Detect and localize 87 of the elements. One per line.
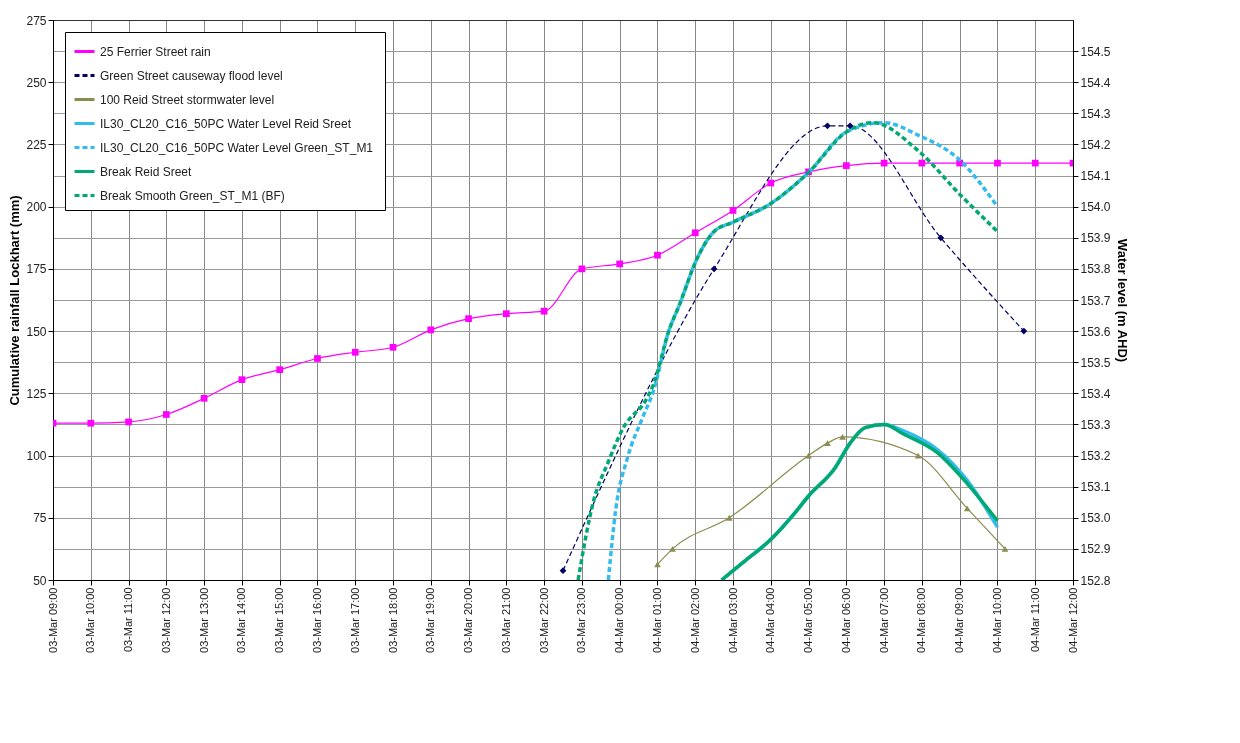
- x-tick-label: 03-Mar 15:00: [273, 587, 286, 653]
- x-tick-label: 03-Mar 11:00: [122, 587, 135, 653]
- x-tick-label: 03-Mar 17:00: [348, 587, 361, 653]
- x-tick-label: 04-Mar 07:00: [877, 587, 890, 653]
- legend-label: IL30_CL20_C16_50PC Water Level Reid Sreet: [100, 116, 352, 131]
- x-tick-label: 03-Mar 23:00: [575, 587, 588, 653]
- y2-tick-label: 153.1: [1080, 480, 1111, 495]
- x-tick-label: 03-Mar 10:00: [84, 587, 97, 653]
- point: [540, 307, 548, 315]
- y2-tick-label: 153.3: [1080, 417, 1111, 432]
- x-tick-label: 04-Mar 06:00: [839, 587, 852, 653]
- y2-tick-label: 153.4: [1080, 386, 1111, 401]
- point: [427, 326, 435, 334]
- y2-tick-label: 154.1: [1080, 169, 1111, 184]
- x-tick-label: 03-Mar 20:00: [462, 587, 475, 653]
- y2-tick-label: 153.7: [1080, 293, 1111, 308]
- y2-tick-label: 154.0: [1080, 200, 1111, 215]
- x-tick-label: 04-Mar 03:00: [726, 587, 739, 653]
- point: [502, 310, 510, 318]
- y2-axis-title: Water level (m AHD): [1114, 238, 1130, 363]
- y-tick-label: 125: [26, 386, 47, 401]
- x-tick-label: 03-Mar 13:00: [197, 587, 210, 653]
- y2-tick-label: 154.2: [1080, 137, 1111, 152]
- legend-label: IL30_CL20_C16_50PC Water Level Green_ST_M1: [100, 140, 374, 155]
- point: [276, 366, 284, 374]
- legend-label: 25 Ferrier Street rain: [100, 44, 211, 59]
- legend-label: 100 Reid Street stormwater level: [100, 92, 275, 107]
- y-tick-label: 225: [26, 137, 47, 152]
- point: [351, 348, 359, 356]
- x-tick-label: 03-Mar 14:00: [235, 587, 248, 653]
- y-axis-title: Cumulative rainfall Lockhart (mm): [7, 195, 23, 406]
- line-series: [53, 159, 1073, 427]
- point: [162, 411, 170, 418]
- x-tick-label: 04-Mar 10:00: [990, 587, 1003, 653]
- point: [729, 207, 737, 214]
- point: [1031, 159, 1039, 167]
- y2-tick-label: 154.4: [1080, 75, 1111, 90]
- y2-tick-label: 153.0: [1080, 511, 1111, 526]
- point: [994, 159, 1001, 167]
- y-tick-label: 75: [33, 511, 47, 526]
- x-tick-label: 04-Mar 00:00: [613, 587, 626, 653]
- point: [314, 355, 321, 362]
- x-tick-label: 04-Mar 04:00: [764, 587, 777, 653]
- x-tick-label: 04-Mar 02:00: [688, 587, 701, 653]
- y2-tick-label: 153.8: [1080, 262, 1111, 277]
- x-tick-label: 03-Mar 18:00: [386, 587, 399, 653]
- point: [691, 229, 699, 237]
- x-tick-label: 04-Mar 09:00: [953, 587, 966, 653]
- x-tick-label: 04-Mar 05:00: [802, 587, 815, 653]
- y-tick-label: 200: [26, 200, 47, 215]
- x-tick-label: 04-Mar 08:00: [915, 587, 928, 653]
- x-tick-label: 03-Mar 19:00: [424, 587, 437, 653]
- y2-tick-label: 153.5: [1080, 355, 1111, 370]
- point: [200, 394, 208, 402]
- point: [842, 162, 850, 169]
- point: [465, 315, 472, 323]
- point: [389, 343, 397, 351]
- y2-tick-label: 153.6: [1080, 324, 1111, 339]
- y-tick-label: 100: [26, 449, 47, 464]
- point: [87, 419, 95, 427]
- y-tick-label: 150: [26, 324, 47, 339]
- x-tick-label: 03-Mar 22:00: [537, 587, 550, 653]
- legend-label: Green Street causeway flood level: [100, 68, 283, 83]
- y2-tick-label: 154.3: [1080, 106, 1111, 121]
- point: [238, 376, 246, 383]
- x-tick-label: 04-Mar 12:00: [1066, 587, 1079, 653]
- point: [767, 179, 775, 187]
- x-tick-label: 03-Mar 12:00: [159, 587, 172, 653]
- y-tick-label: 50: [33, 573, 47, 588]
- x-tick-label: 04-Mar 01:00: [650, 587, 663, 653]
- y2-tick-label: 153.9: [1080, 231, 1111, 246]
- x-tick-label: 03-Mar 09:00: [46, 587, 59, 653]
- point: [654, 251, 661, 259]
- y2-tick-label: 152.9: [1080, 542, 1111, 557]
- point: [125, 418, 132, 426]
- y2-tick-label: 154.5: [1080, 44, 1111, 59]
- y-tick-label: 275: [26, 13, 47, 28]
- x-tick-label: 04-Mar 11:00: [1028, 587, 1041, 653]
- legend-label: Break Smooth Green_ST_M1 (BF): [100, 188, 285, 203]
- y2-tick-label: 153.2: [1080, 449, 1111, 464]
- legend-label: Break Reid Sreet: [100, 164, 193, 179]
- point: [616, 260, 624, 268]
- x-tick-label: 03-Mar 21:00: [499, 587, 512, 653]
- y-tick-label: 250: [26, 75, 47, 90]
- x-tick-label: 03-Mar 16:00: [310, 587, 323, 653]
- y2-tick-label: 152.8: [1080, 573, 1111, 588]
- y-tick-label: 175: [26, 262, 47, 277]
